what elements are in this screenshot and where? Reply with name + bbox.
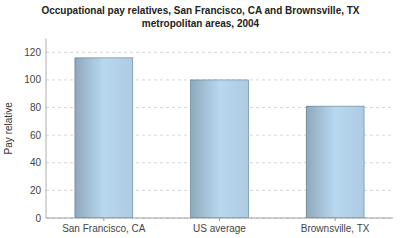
x-tick-label: Brownsville, TX — [301, 223, 370, 234]
y-tick-label: 100 — [24, 74, 41, 85]
chart: Occupational pay relatives, San Francisc… — [0, 0, 401, 238]
y-axis-label: Pay relative — [3, 102, 14, 155]
bar — [306, 106, 364, 218]
y-tick-label: 40 — [30, 157, 42, 168]
y-tick-label: 80 — [30, 102, 42, 113]
bars — [75, 58, 364, 218]
grid — [46, 52, 393, 218]
x-tick-label: San Francisco, CA — [62, 223, 146, 234]
x-tick-label: US average — [193, 223, 246, 234]
y-tick-label: 120 — [24, 47, 41, 58]
x-tick — [103, 218, 104, 221]
bar — [191, 80, 249, 218]
title: Occupational pay relatives, San Francisc… — [41, 5, 359, 29]
y-tick-label: 0 — [35, 213, 41, 224]
y-axis-line — [46, 39, 47, 219]
x-tick — [335, 218, 336, 221]
grid-line — [46, 52, 393, 53]
x-tick — [219, 218, 220, 221]
y-tick-label: 60 — [30, 130, 42, 141]
background — [0, 0, 401, 238]
y-tick-label: 20 — [30, 185, 42, 196]
bar — [75, 58, 133, 218]
